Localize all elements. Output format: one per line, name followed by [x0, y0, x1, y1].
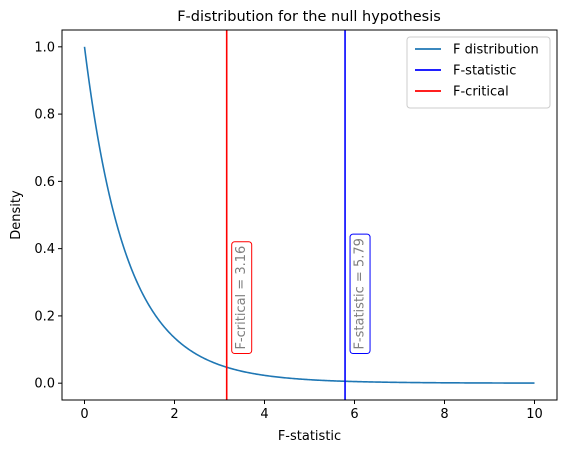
f-critical-annotation: F-critical = 3.16	[231, 241, 253, 355]
chart-title: F-distribution for the null hypothesis	[177, 9, 441, 25]
legend-box	[406, 36, 551, 109]
f-statistic-annotation-text: F-statistic = 5.79	[353, 238, 368, 349]
y-axis-label: Density	[9, 190, 24, 240]
y-tick-label: 0.8	[34, 108, 55, 123]
x-tick-label: 4	[260, 407, 268, 422]
f-critical-annotation-text: F-critical = 3.16	[234, 246, 249, 350]
f-critical-annotation-box	[231, 241, 253, 355]
x-tick-label: 2	[170, 407, 178, 422]
plot-frame	[61, 29, 558, 401]
y-tick-label: 1.0	[34, 40, 55, 55]
y-tick-label: 0.2	[34, 309, 55, 324]
plot-area: F-critical = 3.16 F-statistic = 5.79	[83, 30, 535, 400]
f-statistic-annotation: F-statistic = 5.79	[349, 233, 371, 355]
x-axis-label: F-statistic	[278, 429, 341, 444]
f-statistic-annotation-box	[349, 233, 371, 355]
y-tick-label: 0.4	[34, 242, 55, 257]
f-distribution-curve	[83, 46, 535, 384]
axis-ticks: 0 2 4 6 8 10 0.0 0.2 0.4 0.6 0.8 1.0	[34, 40, 542, 422]
legend: F distribution F-statistic F-critical	[406, 36, 551, 109]
y-tick-label: 0.0	[34, 377, 55, 392]
x-tick-label: 0	[80, 407, 88, 422]
y-tick-label: 0.6	[34, 175, 55, 190]
x-tick-label: 8	[440, 407, 448, 422]
legend-entry-f-critical: F-critical	[453, 85, 509, 100]
legend-entry-f-distribution: F distribution	[453, 43, 539, 58]
x-tick-label: 6	[350, 407, 358, 422]
legend-entry-f-statistic: F-statistic	[453, 64, 516, 79]
x-tick-label: 10	[526, 407, 543, 422]
